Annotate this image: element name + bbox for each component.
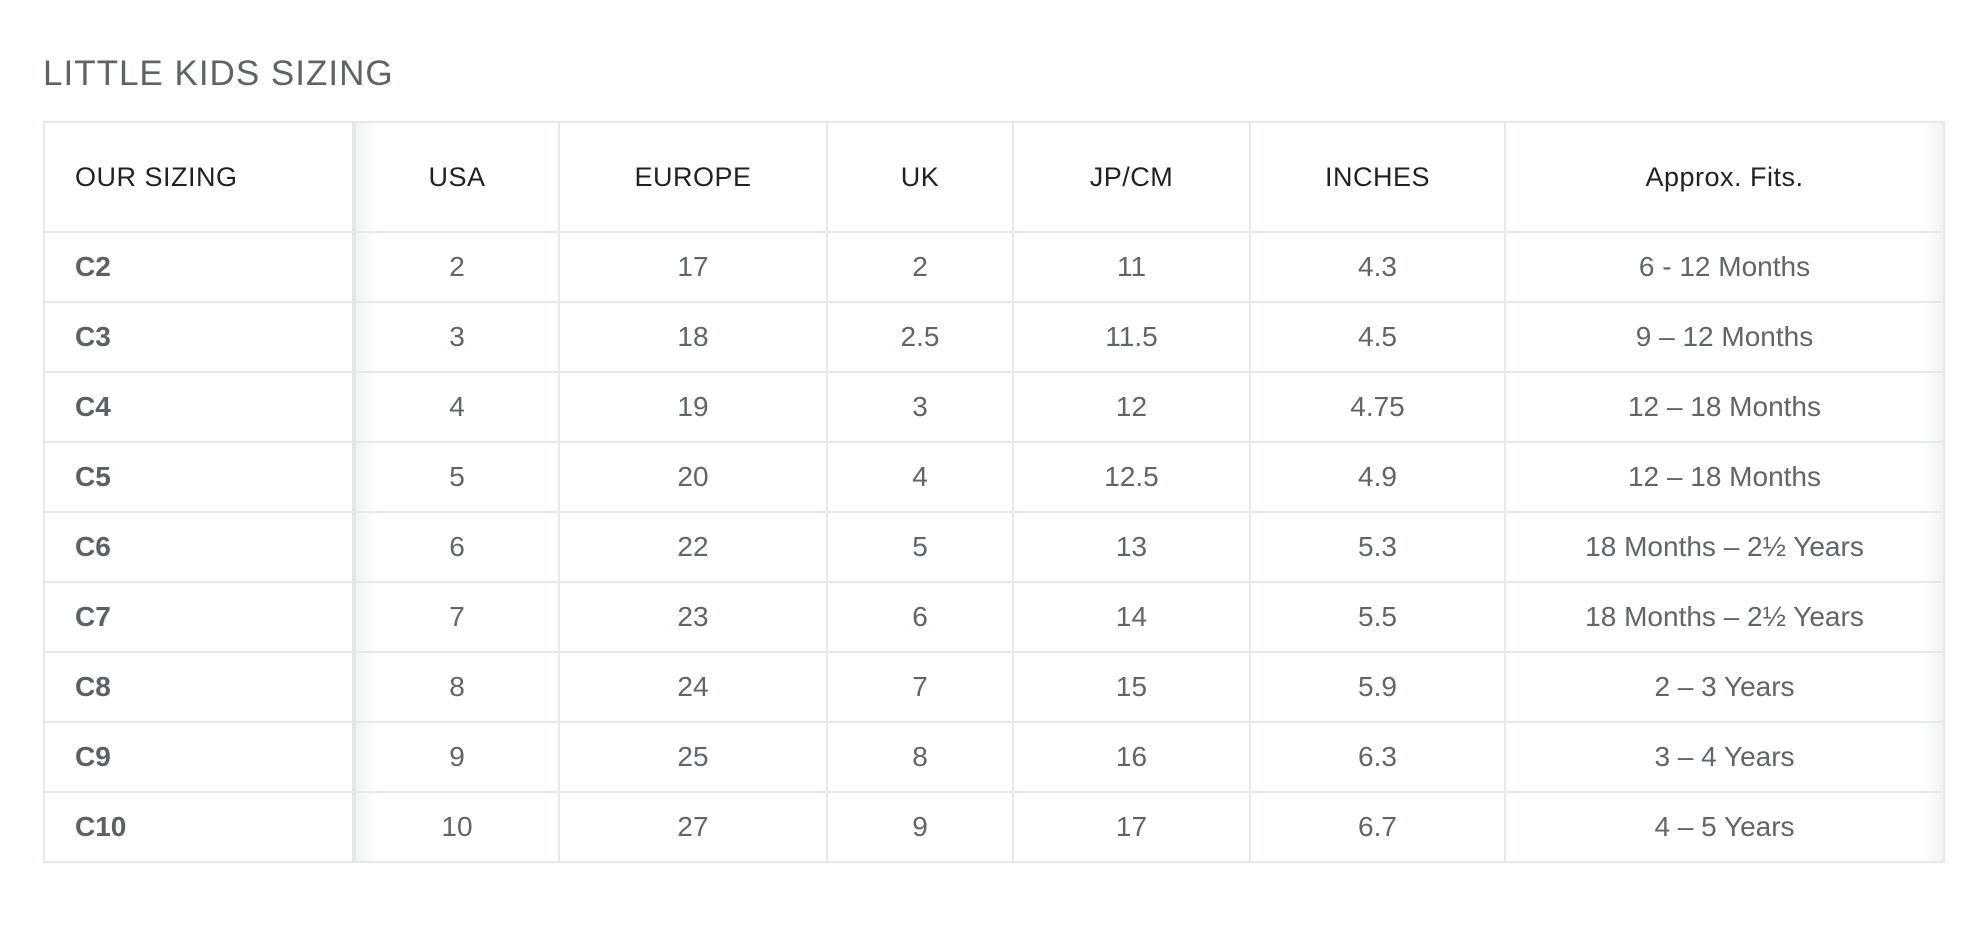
table-row: C7 7 23 6 14 5.5 18 Months – 2½ Years [43, 581, 1945, 653]
cell-approx-fits: 6 - 12 Months [1504, 231, 1945, 303]
cell-usa: 3 [353, 301, 560, 373]
cell-jp-cm: 11 [1012, 231, 1251, 303]
cell-jp-cm: 16 [1012, 721, 1251, 793]
table-body: C2 2 17 2 11 4.3 6 - 12 Months C3 3 18 2.5 11.5 4.5 9… [43, 231, 1945, 863]
cell-jp-cm: 14 [1012, 581, 1251, 653]
cell-inches: 4.3 [1249, 231, 1506, 303]
cell-inches: 4.75 [1249, 371, 1506, 443]
cell-europe: 25 [558, 721, 828, 793]
cell-europe: 18 [558, 301, 828, 373]
header-jp-cm: JP/CM [1012, 121, 1251, 233]
cell-jp-cm: 12.5 [1012, 441, 1251, 513]
cell-usa: 5 [353, 441, 560, 513]
cell-our-sizing: C7 [43, 581, 356, 653]
table-row: C9 9 25 8 16 6.3 3 – 4 Years [43, 721, 1945, 793]
cell-uk: 2.5 [826, 301, 1014, 373]
cell-our-sizing: C8 [43, 651, 356, 723]
cell-our-sizing: C4 [43, 371, 356, 443]
cell-europe: 22 [558, 511, 828, 583]
cell-our-sizing: C2 [43, 231, 356, 303]
cell-usa: 8 [353, 651, 560, 723]
cell-our-sizing: C6 [43, 511, 356, 583]
cell-approx-fits: 4 – 5 Years [1504, 791, 1945, 863]
cell-usa: 9 [353, 721, 560, 793]
header-approx-fits: Approx. Fits. [1504, 121, 1945, 233]
sizing-table-container: OUR SIZING USA EUROPE UK JP/CM INCHES Ap… [43, 121, 1945, 863]
cell-europe: 19 [558, 371, 828, 443]
cell-inches: 6.7 [1249, 791, 1506, 863]
sizing-table: OUR SIZING USA EUROPE UK JP/CM INCHES Ap… [43, 121, 1945, 863]
cell-europe: 27 [558, 791, 828, 863]
cell-inches: 5.9 [1249, 651, 1506, 723]
cell-inches: 6.3 [1249, 721, 1506, 793]
table-row: C6 6 22 5 13 5.3 18 Months – 2½ Years [43, 511, 1945, 583]
cell-jp-cm: 17 [1012, 791, 1251, 863]
cell-approx-fits: 2 – 3 Years [1504, 651, 1945, 723]
table-row: C8 8 24 7 15 5.9 2 – 3 Years [43, 651, 1945, 723]
cell-jp-cm: 11.5 [1012, 301, 1251, 373]
cell-inches: 4.9 [1249, 441, 1506, 513]
cell-europe: 24 [558, 651, 828, 723]
header-europe: EUROPE [558, 121, 828, 233]
cell-approx-fits: 9 – 12 Months [1504, 301, 1945, 373]
cell-uk: 8 [826, 721, 1014, 793]
cell-inches: 5.3 [1249, 511, 1506, 583]
cell-our-sizing: C10 [43, 791, 356, 863]
cell-uk: 5 [826, 511, 1014, 583]
cell-europe: 23 [558, 581, 828, 653]
table-row: C3 3 18 2.5 11.5 4.5 9 – 12 Months [43, 301, 1945, 373]
header-inches: INCHES [1249, 121, 1506, 233]
cell-inches: 4.5 [1249, 301, 1506, 373]
cell-jp-cm: 15 [1012, 651, 1251, 723]
table-row: C2 2 17 2 11 4.3 6 - 12 Months [43, 231, 1945, 303]
header-our-sizing: OUR SIZING [43, 121, 356, 233]
cell-uk: 7 [826, 651, 1014, 723]
cell-uk: 9 [826, 791, 1014, 863]
page-title: LITTLE KIDS SIZING [43, 54, 394, 93]
cell-uk: 3 [826, 371, 1014, 443]
cell-usa: 4 [353, 371, 560, 443]
cell-our-sizing: C5 [43, 441, 356, 513]
cell-uk: 2 [826, 231, 1014, 303]
cell-europe: 20 [558, 441, 828, 513]
cell-uk: 4 [826, 441, 1014, 513]
cell-approx-fits: 18 Months – 2½ Years [1504, 581, 1945, 653]
cell-approx-fits: 3 – 4 Years [1504, 721, 1945, 793]
cell-approx-fits: 18 Months – 2½ Years [1504, 511, 1945, 583]
cell-usa: 6 [353, 511, 560, 583]
cell-usa: 2 [353, 231, 560, 303]
table-row: C4 4 19 3 12 4.75 12 – 18 Months [43, 371, 1945, 443]
cell-inches: 5.5 [1249, 581, 1506, 653]
cell-approx-fits: 12 – 18 Months [1504, 371, 1945, 443]
cell-uk: 6 [826, 581, 1014, 653]
header-usa: USA [353, 121, 560, 233]
cell-jp-cm: 12 [1012, 371, 1251, 443]
cell-europe: 17 [558, 231, 828, 303]
cell-approx-fits: 12 – 18 Months [1504, 441, 1945, 513]
cell-jp-cm: 13 [1012, 511, 1251, 583]
table-header: OUR SIZING USA EUROPE UK JP/CM INCHES Ap… [43, 121, 1945, 233]
cell-usa: 10 [353, 791, 560, 863]
cell-our-sizing: C3 [43, 301, 356, 373]
table-row: C10 10 27 9 17 6.7 4 – 5 Years [43, 791, 1945, 863]
cell-usa: 7 [353, 581, 560, 653]
header-uk: UK [826, 121, 1014, 233]
cell-our-sizing: C9 [43, 721, 356, 793]
table-row: C5 5 20 4 12.5 4.9 12 – 18 Months [43, 441, 1945, 513]
header-row: OUR SIZING USA EUROPE UK JP/CM INCHES Ap… [43, 121, 1945, 233]
